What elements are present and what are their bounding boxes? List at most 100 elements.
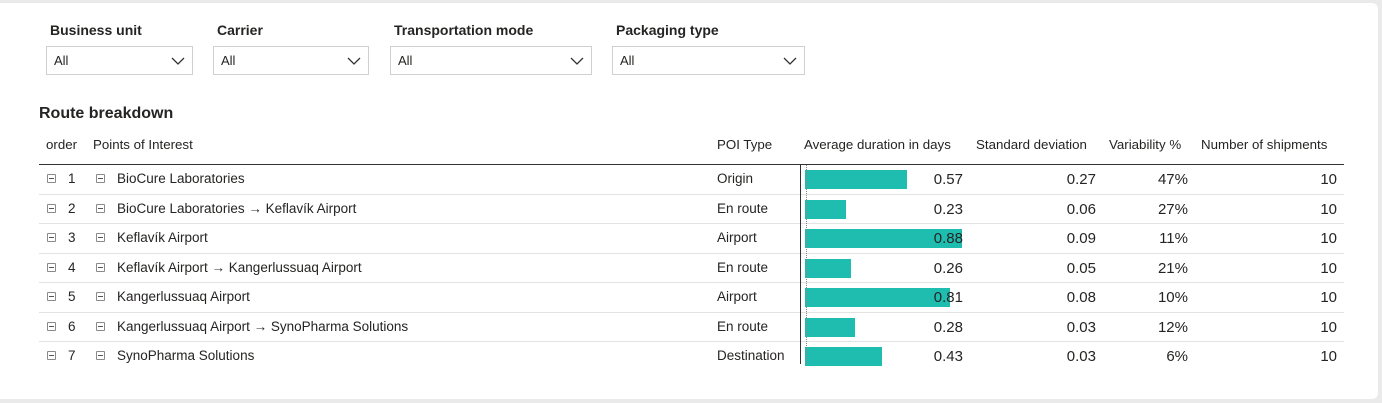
poi-cell: SynoPharma Solutions <box>117 348 255 363</box>
number-of-shipments-cell: 10 <box>1320 318 1337 336</box>
variability-cell: 6% <box>1166 348 1188 365</box>
filter-packaging-type: Packaging type All <box>612 21 805 75</box>
standard-deviation-cell: 0.05 <box>1066 259 1096 277</box>
standard-deviation-cell: 0.09 <box>1066 230 1096 247</box>
table-row[interactable]: 2 BioCure Laboratories → Keflavík Airport… <box>39 195 1344 224</box>
header-average-duration[interactable]: Average duration in days <box>804 137 951 152</box>
route-breakdown-table: order Points of Interest POI Type Averag… <box>39 131 1344 371</box>
header-variability[interactable]: Variability % <box>1109 137 1182 152</box>
chevron-down-icon <box>347 57 361 65</box>
average-duration-cell: 0.81 <box>933 289 963 306</box>
order-cell: 7 <box>68 348 76 363</box>
poi-cell: Kangerlussuaq Airport <box>117 289 250 304</box>
poi-cell: BioCure Laboratories → Keflavík Airport <box>117 200 357 216</box>
header-standard-deviation[interactable]: Standard deviation <box>976 137 1087 152</box>
table-body: 1 BioCure Laboratories Origin 0.57 0.27 47% 10… <box>39 165 1344 371</box>
table-row[interactable]: 5 Kangerlussuaq Airport Airport 0.81 0.08 10%… <box>39 283 1344 313</box>
variability-cell: 21% <box>1157 259 1188 277</box>
variability-cell: 27% <box>1157 200 1188 218</box>
filter-label: Transportation mode <box>394 22 534 38</box>
average-duration-cell: 0.26 <box>933 259 963 277</box>
average-duration-cell: 0.88 <box>933 230 963 247</box>
filter-bar: Business unit All Carrier All Transporta… <box>0 3 1378 83</box>
collapse-poi-icon[interactable] <box>96 203 105 213</box>
variability-cell: 47% <box>1157 171 1188 188</box>
duration-bar <box>805 199 846 219</box>
filter-carrier: Carrier All <box>213 21 369 75</box>
poi-type-cell: En route <box>717 200 769 216</box>
poi-type-cell: En route <box>717 318 769 334</box>
duration-bar <box>805 170 907 189</box>
duration-bar <box>805 288 950 307</box>
filter-label: Business unit <box>50 22 142 38</box>
collapse-poi-icon[interactable] <box>96 233 105 242</box>
dropdown-value: All <box>54 53 69 68</box>
average-duration-cell: 0.28 <box>933 318 963 336</box>
route-breakdown-title: Route breakdown <box>39 105 174 122</box>
poi-cell: Keflavík Airport <box>117 230 208 245</box>
header-points-of-interest[interactable]: Points of Interest <box>93 137 193 152</box>
number-of-shipments-cell: 10 <box>1320 171 1337 188</box>
collapse-order-icon[interactable] <box>47 203 56 213</box>
collapse-order-icon[interactable] <box>47 351 56 360</box>
average-duration-cell: 0.23 <box>933 200 963 218</box>
average-duration-cell: 0.57 <box>933 171 963 188</box>
filter-label: Carrier <box>217 22 263 38</box>
number-of-shipments-cell: 10 <box>1320 200 1337 218</box>
duration-bar <box>805 229 962 248</box>
table-header: order Points of Interest POI Type Averag… <box>39 131 1344 165</box>
table-row[interactable]: 6 Kangerlussuaq Airport → SynoPharma Solu… <box>39 313 1344 342</box>
poi-type-cell: En route <box>717 259 769 275</box>
filter-label: Packaging type <box>616 22 719 38</box>
duration-bar <box>805 317 855 337</box>
poi-type-cell: Destination <box>717 348 785 363</box>
header-poi-type[interactable]: POI Type <box>717 137 773 152</box>
packaging-type-dropdown[interactable]: All <box>612 46 805 75</box>
order-cell: 3 <box>68 230 76 245</box>
variability-cell: 10% <box>1157 289 1188 306</box>
dropdown-value: All <box>398 53 413 68</box>
carrier-dropdown[interactable]: All <box>213 46 369 75</box>
collapse-order-icon[interactable] <box>47 233 56 242</box>
poi-cell: Kangerlussuaq Airport → SynoPharma Solut… <box>117 318 409 334</box>
dropdown-value: All <box>221 53 236 68</box>
table-row[interactable]: 7 SynoPharma Solutions Destination 0.43 0.03… <box>39 342 1344 371</box>
collapse-poi-icon[interactable] <box>96 292 105 301</box>
collapse-order-icon[interactable] <box>47 292 56 301</box>
collapse-poi-icon[interactable] <box>96 351 105 360</box>
table-row[interactable]: 4 Keflavík Airport → Kangerlussuaq Airpor… <box>39 254 1344 283</box>
column-divider <box>800 165 801 364</box>
filter-business-unit: Business unit All <box>46 21 193 75</box>
poi-type-cell: Airport <box>717 230 757 245</box>
table-row[interactable]: 1 BioCure Laboratories Origin 0.57 0.27 47% 10 <box>39 165 1344 195</box>
average-duration-cell: 0.43 <box>933 348 963 365</box>
table-row[interactable]: 3 Keflavík Airport Airport 0.88 0.09 11% 10 <box>39 224 1344 254</box>
header-number-of-shipments[interactable]: Number of shipments <box>1201 137 1328 152</box>
collapse-poi-icon[interactable] <box>96 321 105 331</box>
poi-cell: BioCure Laboratories <box>117 171 245 186</box>
chevron-down-icon <box>783 57 797 65</box>
collapse-poi-icon[interactable] <box>96 262 105 272</box>
column-divider <box>806 165 808 364</box>
dropdown-value: All <box>620 53 635 68</box>
collapse-order-icon[interactable] <box>47 174 56 183</box>
number-of-shipments-cell: 10 <box>1320 230 1337 247</box>
poi-type-cell: Origin <box>717 171 754 186</box>
standard-deviation-cell: 0.08 <box>1066 289 1096 306</box>
poi-type-cell: Airport <box>717 289 757 304</box>
report-card: Business unit All Carrier All Transporta… <box>0 3 1378 399</box>
duration-bar <box>805 258 851 278</box>
chevron-down-icon <box>171 57 185 65</box>
collapse-poi-icon[interactable] <box>96 174 105 183</box>
order-cell: 5 <box>68 289 76 304</box>
business-unit-dropdown[interactable]: All <box>46 46 193 75</box>
transportation-mode-dropdown[interactable]: All <box>390 46 592 75</box>
standard-deviation-cell: 0.03 <box>1066 318 1096 336</box>
duration-bar <box>805 347 882 366</box>
collapse-order-icon[interactable] <box>47 262 56 272</box>
header-order[interactable]: order <box>46 137 78 152</box>
filter-transportation-mode: Transportation mode All <box>390 21 592 75</box>
collapse-order-icon[interactable] <box>47 321 56 331</box>
order-cell: 1 <box>68 171 76 186</box>
standard-deviation-cell: 0.06 <box>1066 200 1096 218</box>
